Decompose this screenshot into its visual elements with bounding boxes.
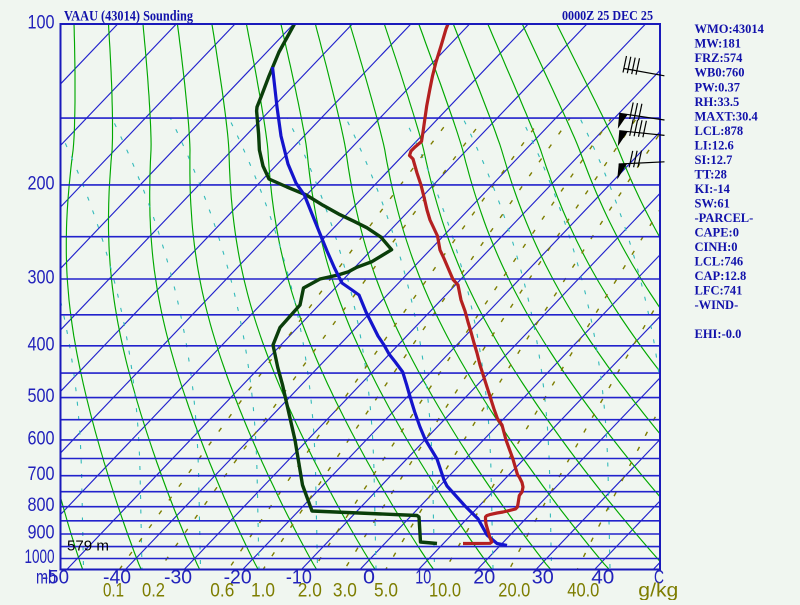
svg-text:2.0: 2.0 <box>298 581 322 601</box>
svg-text:20: 20 <box>473 568 495 589</box>
svg-text:700: 700 <box>28 464 55 485</box>
svg-text:CINH:0: CINH:0 <box>695 240 738 254</box>
svg-text:300: 300 <box>28 268 55 289</box>
svg-text:579 m: 579 m <box>67 538 109 555</box>
svg-text:PW:0.37: PW:0.37 <box>695 80 740 94</box>
svg-text:0.1: 0.1 <box>103 581 124 601</box>
svg-text:MAXT:30.4: MAXT:30.4 <box>695 109 759 123</box>
svg-text:LI:12.6: LI:12.6 <box>695 138 734 152</box>
svg-text:500: 500 <box>28 386 55 407</box>
svg-text:20.0: 20.0 <box>498 581 530 601</box>
svg-text:VAAU (43014) Sounding: VAAU (43014) Sounding <box>64 9 193 25</box>
svg-text:CAPE:0: CAPE:0 <box>695 225 739 239</box>
svg-text:0.6: 0.6 <box>210 581 234 601</box>
svg-text:CAP:12.8: CAP:12.8 <box>695 269 747 283</box>
svg-text:-50: -50 <box>42 568 69 589</box>
svg-text:5.0: 5.0 <box>374 581 398 601</box>
svg-text:RH:33.5: RH:33.5 <box>695 95 740 109</box>
svg-text:400: 400 <box>28 334 55 355</box>
svg-text:LFC:741: LFC:741 <box>695 283 743 297</box>
svg-text:MW:181: MW:181 <box>695 37 742 51</box>
svg-text:1000: 1000 <box>25 547 55 568</box>
svg-text:200: 200 <box>28 173 55 194</box>
svg-text:900: 900 <box>28 523 55 544</box>
svg-text:30: 30 <box>532 568 554 589</box>
svg-text:KI:-14: KI:-14 <box>695 182 731 196</box>
svg-text:10.0: 10.0 <box>429 581 461 601</box>
svg-text:WMO:43014: WMO:43014 <box>695 22 765 36</box>
svg-text:SI:12.7: SI:12.7 <box>695 153 733 167</box>
svg-text:-30: -30 <box>164 568 192 589</box>
svg-text:g/kg: g/kg <box>638 581 678 601</box>
svg-text:100: 100 <box>28 13 55 34</box>
svg-text:3.0: 3.0 <box>333 581 357 601</box>
svg-text:-WIND-: -WIND- <box>695 298 739 312</box>
svg-text:0.2: 0.2 <box>142 581 165 601</box>
svg-text:TT:28: TT:28 <box>695 167 727 181</box>
svg-text:-PARCEL-: -PARCEL- <box>695 211 754 225</box>
svg-text:800: 800 <box>28 495 55 516</box>
svg-text:LCL:746: LCL:746 <box>695 254 744 268</box>
svg-text:LCL:878: LCL:878 <box>695 124 744 138</box>
svg-text:WB0:760: WB0:760 <box>695 66 745 80</box>
svg-text:SW:61: SW:61 <box>695 196 730 210</box>
svg-text:600: 600 <box>28 428 55 449</box>
svg-text:EHI:-0.0: EHI:-0.0 <box>695 327 742 341</box>
svg-text:FRZ:574: FRZ:574 <box>695 51 744 65</box>
svg-text:1.0: 1.0 <box>251 581 275 601</box>
svg-text:0000Z 25 DEC 25: 0000Z 25 DEC 25 <box>562 9 653 24</box>
svg-text:40.0: 40.0 <box>567 581 599 601</box>
